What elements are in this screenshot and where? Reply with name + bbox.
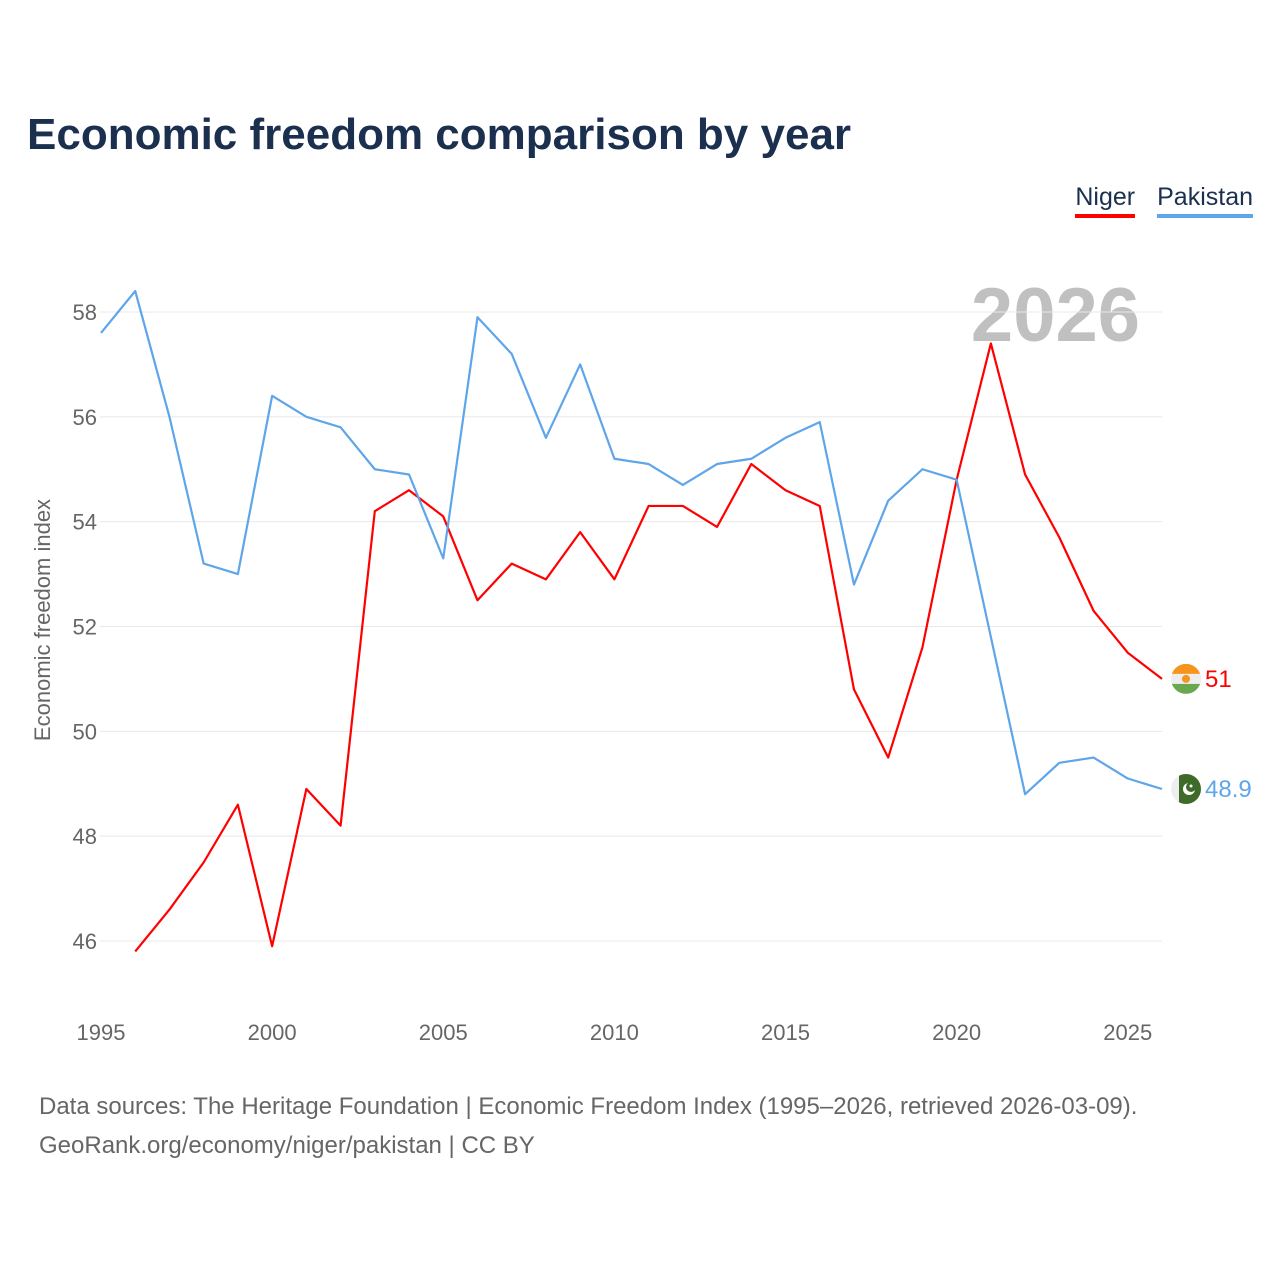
end-label-pakistan: 48.9 <box>1205 776 1252 803</box>
series-line-pakistan <box>100 289 1163 796</box>
y-tick-label: 52 <box>73 615 97 640</box>
niger-flag-orange <box>1171 663 1201 674</box>
year-watermark: 2026 <box>971 273 1140 358</box>
x-tick-label: 2020 <box>932 1020 981 1045</box>
source-line-2[interactable]: GeoRank.org/economy/niger/pakistan | CC … <box>39 1132 535 1159</box>
star <box>1189 784 1193 788</box>
x-tick-label: 2000 <box>248 1020 297 1045</box>
niger-flag-icon <box>1182 674 1190 683</box>
niger-flag-green <box>1171 683 1201 694</box>
legend-niger[interactable]: Niger <box>1075 183 1136 218</box>
end-label-niger: 51 <box>1205 666 1232 693</box>
source-line-1: Data sources: The Heritage Foundation | … <box>39 1093 1138 1120</box>
y-tick-label: 54 <box>73 510 97 535</box>
series-line-niger <box>134 342 1163 953</box>
y-axis-label: Economic freedom index <box>30 499 55 741</box>
x-tick-label: 2025 <box>1103 1020 1152 1045</box>
chart-title: Economic freedom comparison by year <box>27 110 852 159</box>
source-note: Data sources: The Heritage Foundation | … <box>39 1087 1137 1165</box>
y-tick-label: 50 <box>73 719 97 744</box>
y-tick-label: 48 <box>73 824 97 849</box>
x-tick-label: 2010 <box>590 1020 639 1045</box>
y-tick-label: 56 <box>73 405 97 430</box>
legend: Niger Pakistan <box>1075 183 1253 218</box>
legend-pakistan[interactable]: Pakistan <box>1157 183 1253 218</box>
x-tick-label: 2015 <box>761 1020 810 1045</box>
x-tick-label: 1995 <box>77 1020 126 1045</box>
y-tick-label: 46 <box>73 929 97 954</box>
y-tick-label: 58 <box>73 300 97 325</box>
x-tick-label: 2005 <box>419 1020 468 1045</box>
